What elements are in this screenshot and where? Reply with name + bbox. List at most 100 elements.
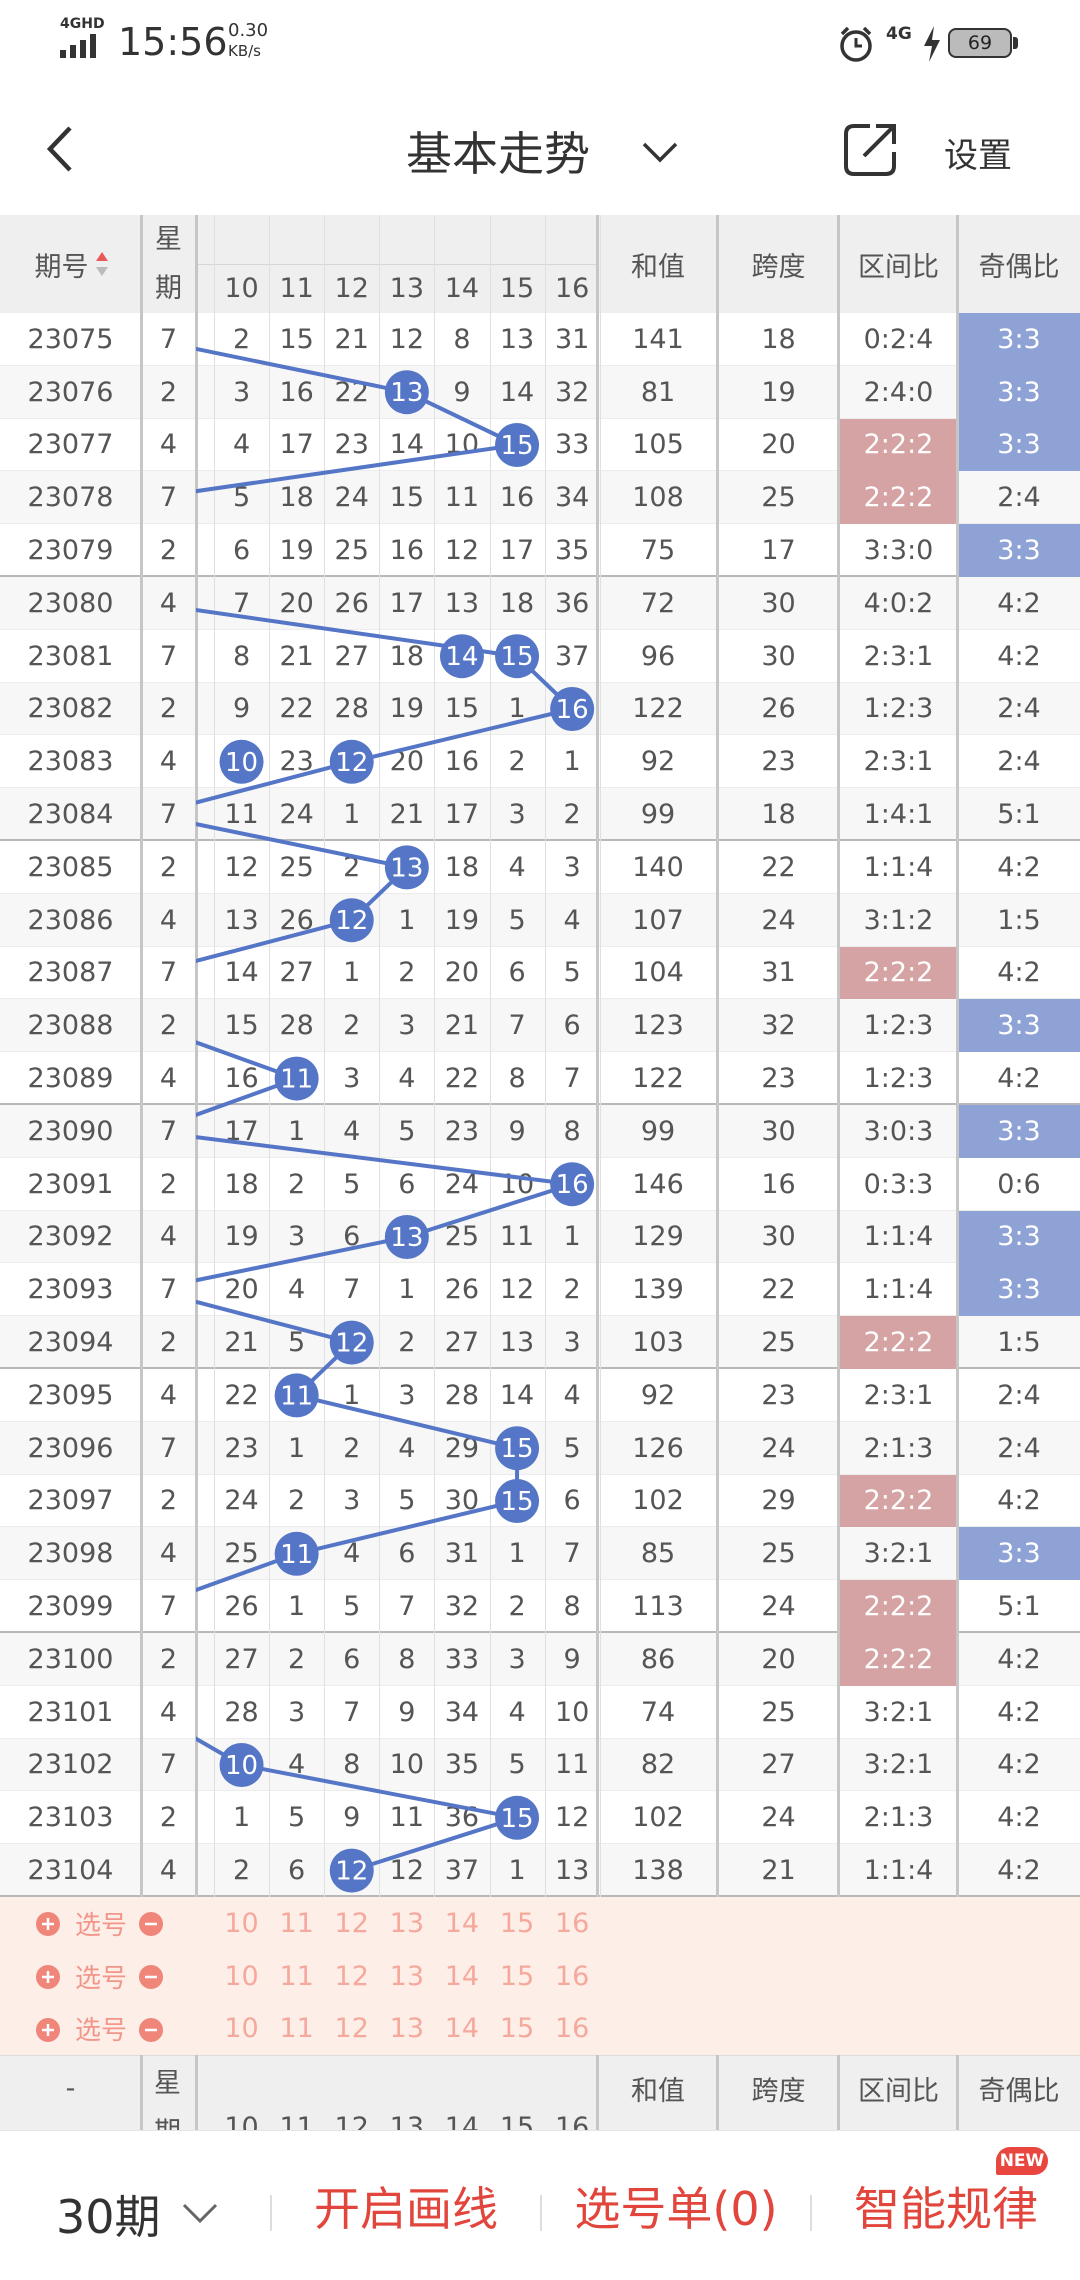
settings-button[interactable]: 设置 [944, 136, 1012, 176]
number-cell: 1 [398, 1274, 416, 1306]
number-cell: 28 [444, 1379, 480, 1411]
zone-ratio-cell: 2:3:1 [863, 746, 934, 778]
back-button[interactable] [40, 124, 80, 174]
pick-number[interactable]: 12 [334, 1907, 369, 1939]
pick-number[interactable]: 14 [444, 1960, 480, 1992]
number-cell: 5 [232, 482, 251, 514]
number-cell: 4 [398, 1432, 416, 1464]
weekday-cell: 4 [159, 587, 178, 619]
sort-icon[interactable] [95, 251, 109, 277]
issue-cell: 23078 [27, 482, 114, 514]
zone-ratio-cell: 2:2:2 [839, 1633, 958, 1686]
pick-number[interactable]: 16 [554, 1960, 590, 1992]
pick-remove[interactable] [139, 1964, 163, 1989]
pick-list-button[interactable]: 选号单(0) [574, 2182, 778, 2236]
pick-number[interactable]: 10 [224, 1907, 259, 1939]
number-cell: 2 [232, 1855, 251, 1887]
number-cell: 4 [398, 1063, 416, 1095]
title-dropdown-icon[interactable] [640, 136, 680, 166]
pick-number[interactable]: 11 [279, 1907, 314, 1939]
page-title[interactable]: 基本走势 [406, 127, 590, 181]
number-cell: 3 [288, 1696, 306, 1728]
draw-lines-button[interactable]: 开启画线 [314, 2182, 498, 2236]
span-cell: 29 [761, 1485, 796, 1517]
number-cell: 1 [343, 957, 361, 989]
odd-even-cell: 3:3 [958, 1263, 1080, 1317]
column-separator [195, 215, 198, 1897]
number-cell: 2 [288, 1643, 306, 1675]
zone-ratio-cell: 1:1:4 [863, 1274, 934, 1306]
number-cell: 9 [398, 1696, 416, 1728]
pick-number[interactable]: 14 [444, 1907, 480, 1939]
span-cell: 25 [761, 1538, 796, 1570]
table-row [0, 1527, 1080, 1581]
pick-remove[interactable] [139, 1912, 163, 1936]
pick-number[interactable]: 13 [389, 1960, 425, 1992]
pick-number[interactable]: 11 [279, 2013, 314, 2045]
number-cell: 17 [499, 535, 535, 567]
zone-ratio-cell: 1:2:3 [863, 693, 934, 725]
number-cell: 31 [554, 323, 590, 355]
column-separator [140, 2055, 143, 2130]
pick-number[interactable]: 11 [279, 1960, 314, 1992]
pick-number[interactable]: 12 [334, 2013, 369, 2045]
number-cell: 14 [389, 429, 425, 461]
number-cell: 1 [398, 904, 416, 936]
pick-number[interactable]: 14 [444, 2013, 480, 2045]
weekday-cell: 2 [159, 535, 178, 567]
bottom-bar: 30期 开启画线 选号单(0) 智能规律 NEW [0, 2130, 1080, 2280]
weekday-cell: 4 [159, 1538, 178, 1570]
pick-number[interactable]: 15 [499, 1907, 535, 1939]
pick-number[interactable]: 15 [499, 1960, 535, 1992]
odd-even-cell: 3:3 [958, 1105, 1080, 1158]
weekday-cell: 4 [159, 1221, 178, 1253]
table-row [0, 577, 1080, 630]
pick-remove[interactable] [139, 2017, 163, 2042]
pick-number[interactable]: 13 [389, 2013, 425, 2045]
number-cell: 4 [563, 904, 581, 936]
number-cell: 14 [499, 376, 535, 408]
number-cell: 8 [508, 1063, 526, 1095]
minus-glyph [145, 1975, 157, 1979]
number-cell: 13 [444, 587, 480, 619]
pick-number[interactable]: 16 [554, 1907, 590, 1939]
period-dropdown-icon[interactable] [180, 2201, 220, 2225]
number-cell: 6 [343, 1221, 361, 1253]
smart-rules-button[interactable]: 智能规律 [854, 2182, 1038, 2236]
number-cell: 12 [224, 851, 259, 883]
weekday-cell: 7 [159, 323, 178, 355]
number-cell: 1 [508, 1538, 526, 1570]
number-cell: 4 [343, 1115, 361, 1147]
zone-ratio-cell: 1:1:4 [863, 851, 934, 883]
weekday-cell: 4 [159, 904, 178, 936]
number-cell: 5 [398, 1485, 416, 1517]
sum-cell: 140 [632, 851, 684, 883]
issue-cell: 23084 [27, 799, 114, 831]
net-speed-unit: KB/s [228, 42, 261, 60]
column-line [379, 215, 381, 2056]
number-cell: 27 [279, 957, 314, 989]
number-cell: 13 [224, 904, 259, 936]
number-cell: 6 [563, 1010, 581, 1042]
pick-number[interactable]: 13 [389, 1907, 425, 1939]
weekday-cell: 7 [159, 1432, 178, 1464]
column-line [544, 215, 546, 2056]
pick-number[interactable]: 10 [224, 2013, 259, 2045]
pick-number[interactable]: 12 [334, 1960, 369, 1992]
pick-add[interactable] [36, 2017, 60, 2042]
pick-number[interactable]: 16 [554, 2013, 590, 2045]
number-cell: 19 [279, 535, 314, 567]
share-button[interactable] [842, 120, 900, 178]
number-cell: 36 [554, 587, 590, 619]
pick-number[interactable]: 15 [499, 2013, 535, 2045]
pick-add[interactable] [36, 1964, 60, 1989]
pick-number[interactable]: 10 [224, 1960, 259, 1992]
number-cell: 33 [554, 429, 590, 461]
number-cell: 35 [554, 535, 590, 567]
number-cell: 8 [343, 1749, 361, 1781]
number-cell: 25 [444, 1221, 480, 1253]
sum-cell: 74 [640, 1696, 676, 1728]
zone-ratio-cell: 2:1:3 [863, 1802, 934, 1834]
pick-add[interactable] [36, 1912, 60, 1936]
period-selector[interactable]: 30期 [56, 2190, 161, 2244]
